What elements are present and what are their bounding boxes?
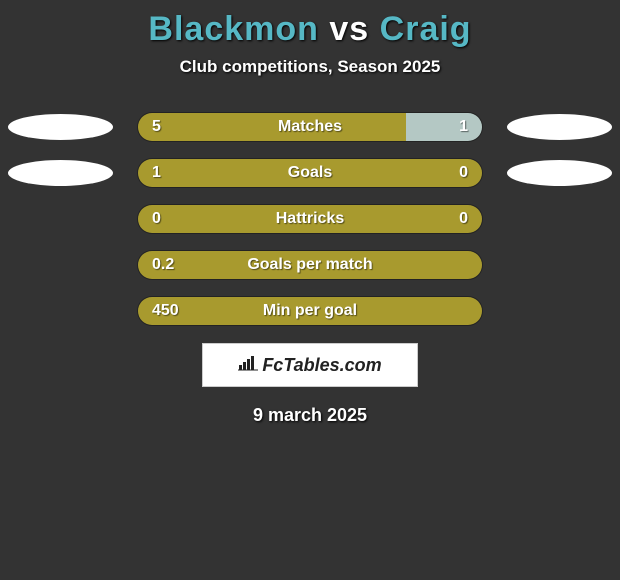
stats-area: 5Matches11Goals00Hattricks00.2Goals per … <box>0 113 620 325</box>
player2-badge <box>507 160 612 186</box>
brand-text: FcTables.com <box>262 355 381 376</box>
stat-row: 5Matches1 <box>0 113 620 141</box>
player2-name: Craig <box>380 10 472 48</box>
stat-bar: 450Min per goal <box>138 297 482 325</box>
comparison-title: Blackmon vs Craig <box>0 0 620 49</box>
stat-bar: 0.2Goals per match <box>138 251 482 279</box>
stat-label: Goals <box>138 159 482 187</box>
stat-bar: 0Hattricks0 <box>138 205 482 233</box>
player1-badge <box>8 114 113 140</box>
stat-bar: 5Matches1 <box>138 113 482 141</box>
stat-row: 0Hattricks0 <box>0 205 620 233</box>
stat-row: 0.2Goals per match <box>0 251 620 279</box>
stat-value-right: 0 <box>459 159 468 187</box>
stat-label: Min per goal <box>138 297 482 325</box>
player1-badge <box>8 160 113 186</box>
vs-text: vs <box>329 10 369 48</box>
bar-chart-icon <box>238 355 258 371</box>
player1-name: Blackmon <box>148 10 319 48</box>
stat-value-right: 0 <box>459 205 468 233</box>
footer-date: 9 march 2025 <box>0 405 620 426</box>
stat-label: Matches <box>138 113 482 141</box>
stat-bar: 1Goals0 <box>138 159 482 187</box>
stat-row: 450Min per goal <box>0 297 620 325</box>
player2-badge <box>507 114 612 140</box>
brand-box: FcTables.com <box>202 343 418 387</box>
stat-label: Goals per match <box>138 251 482 279</box>
stat-label: Hattricks <box>138 205 482 233</box>
subtitle: Club competitions, Season 2025 <box>0 57 620 77</box>
stat-row: 1Goals0 <box>0 159 620 187</box>
stat-value-right: 1 <box>459 113 468 141</box>
